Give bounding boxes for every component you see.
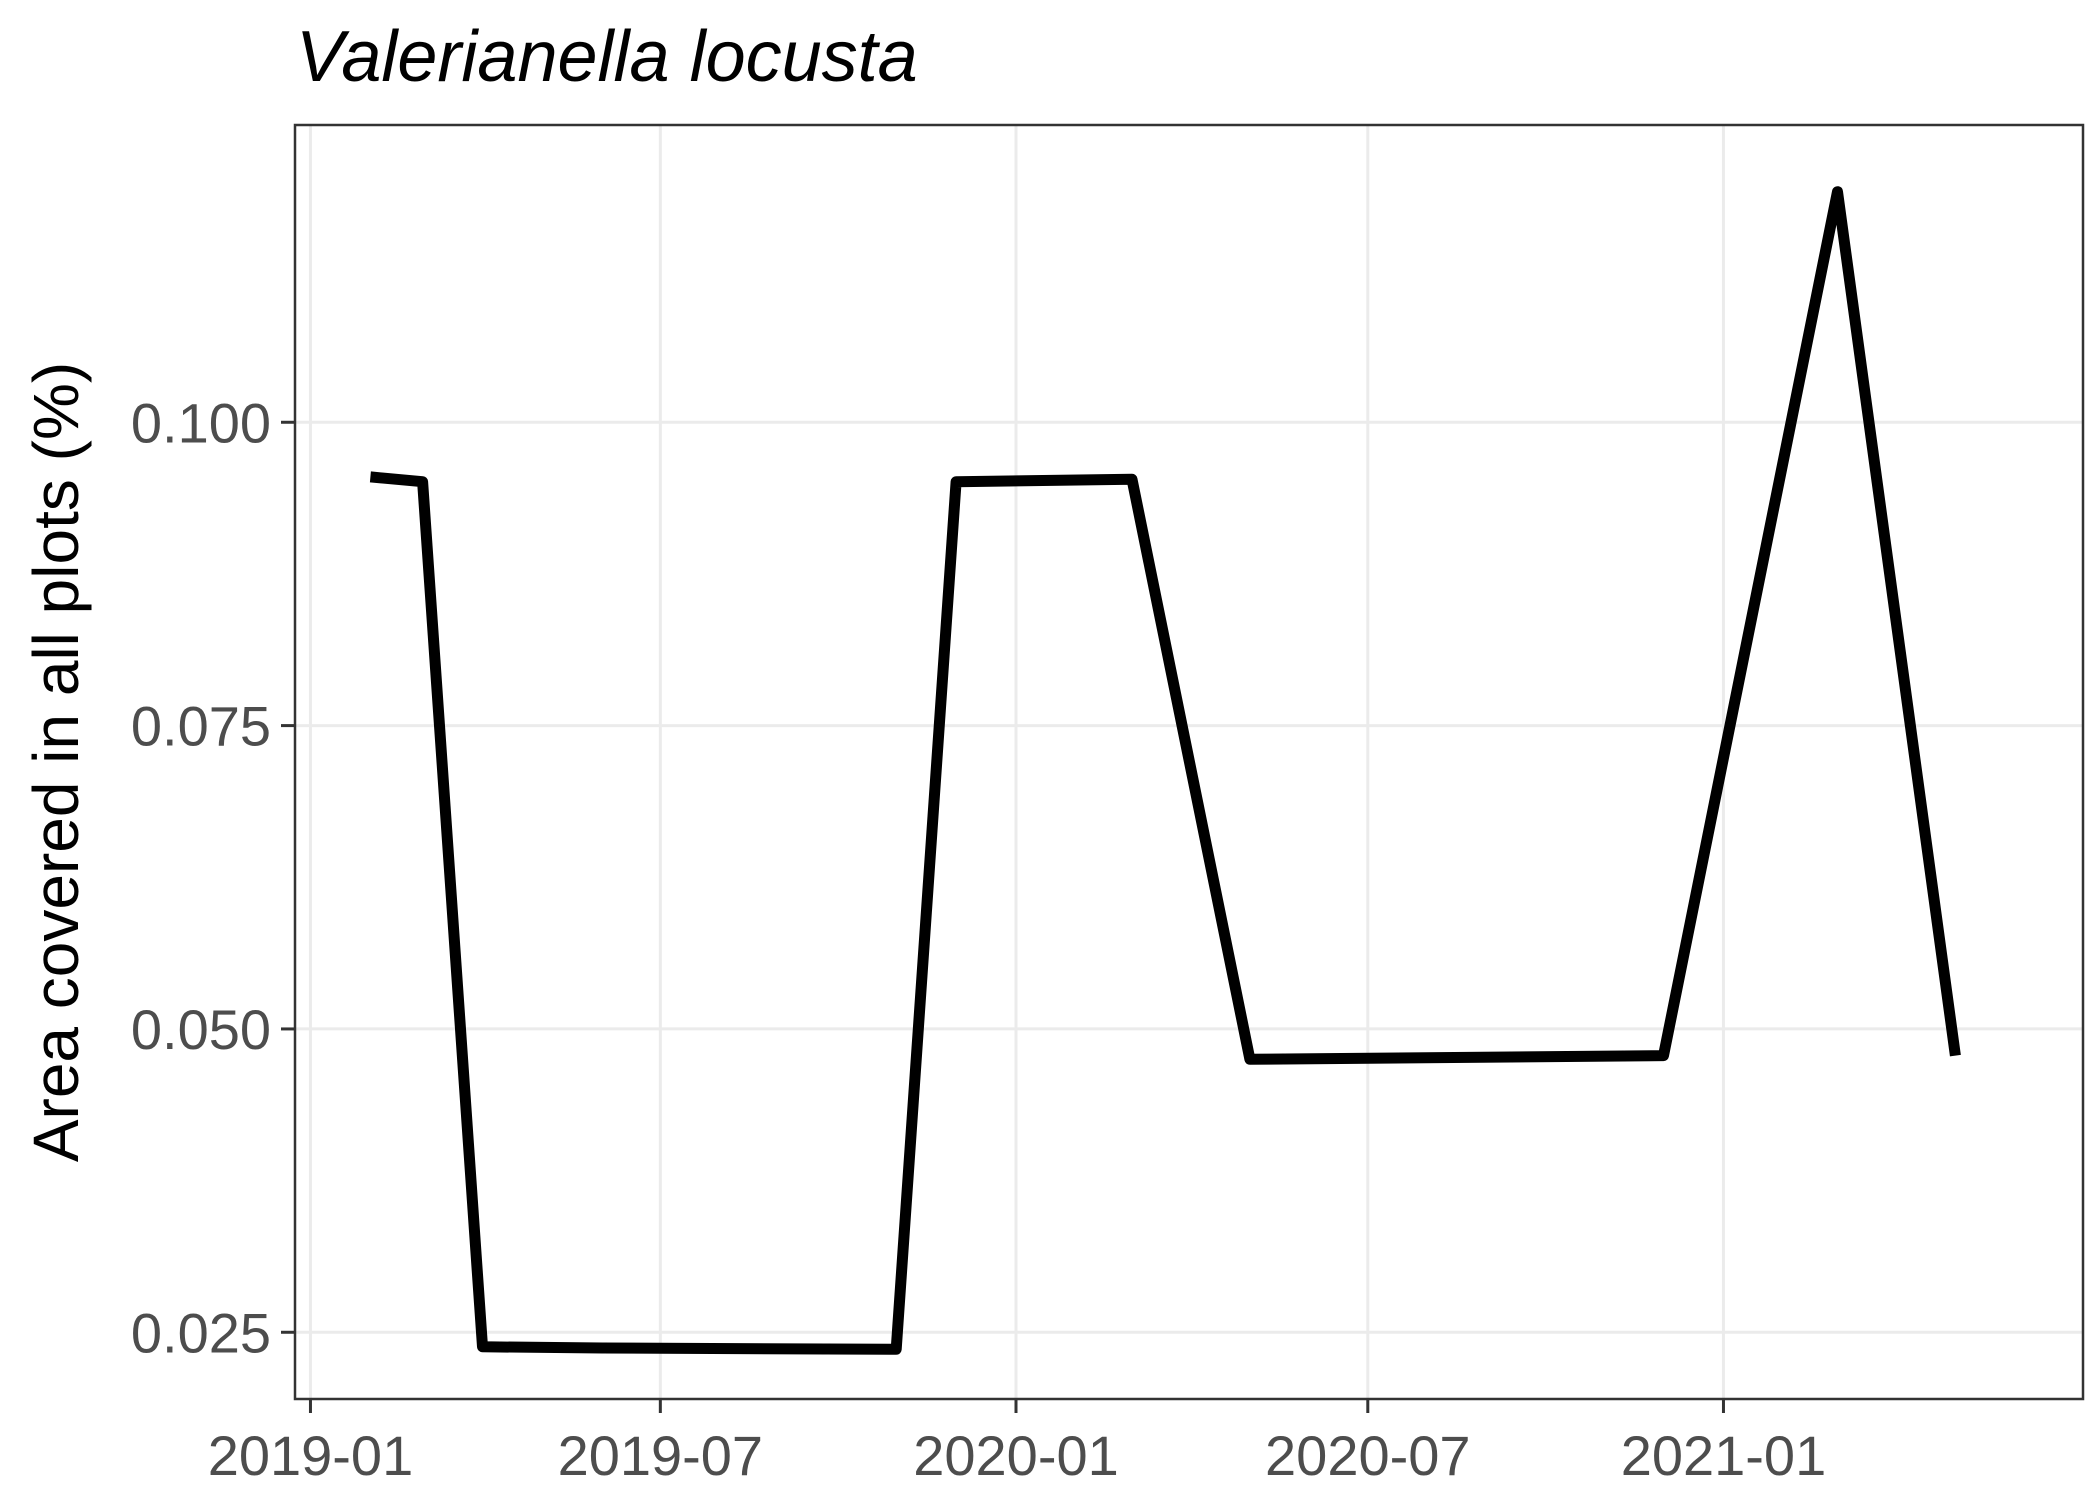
plot-panel <box>293 123 2085 1401</box>
axes: 2019-01 2019-07 2020-01 2020-07 2021-01 0.025… <box>131 391 1826 1487</box>
x-tick-label: 2020-07 <box>1265 1424 1471 1487</box>
series-layer <box>369 186 1961 1355</box>
x-tick-label: 2019-07 <box>558 1424 764 1487</box>
x-tick-label: 2020-01 <box>913 1424 1119 1487</box>
y-tick-label: 0.075 <box>131 695 271 758</box>
y-axis-label: Area covered in all plots (%) <box>20 362 92 1162</box>
y-tick-label: 0.025 <box>131 1301 271 1364</box>
x-tick-label: 2019-01 <box>208 1424 414 1487</box>
chart-title: Valerianella locusta <box>296 17 918 97</box>
y-tick-label: 0.050 <box>131 998 271 1061</box>
x-tick-label: 2021-01 <box>1621 1424 1827 1487</box>
y-tick-label: 0.100 <box>131 391 271 454</box>
series-line <box>369 186 1961 1355</box>
